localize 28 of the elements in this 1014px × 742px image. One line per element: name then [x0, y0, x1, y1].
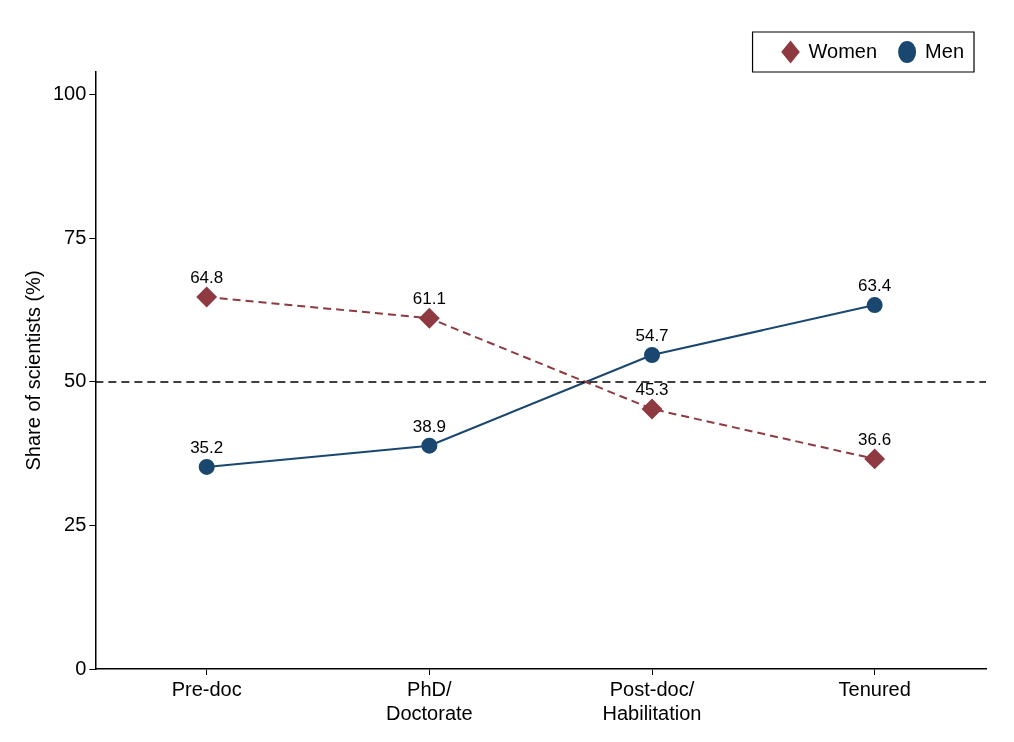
y-axis-title: Share of scientists (%) — [21, 270, 44, 471]
y-tick-label: 50 — [64, 369, 87, 392]
point — [644, 347, 661, 363]
data-label: 36.6 — [858, 430, 892, 450]
data-label: 63.4 — [858, 276, 892, 296]
legend-label: Men — [925, 39, 964, 62]
x-tick-label: Post-doc/ Habilitation — [602, 677, 702, 724]
x-tick-label: Tenured — [838, 677, 911, 700]
legend-label: Women — [808, 39, 878, 62]
point — [866, 297, 883, 314]
y-tick-label: 100 — [52, 82, 87, 105]
data-label: 38.9 — [412, 416, 446, 436]
x-tick-label: PhD/ Doctorate — [386, 677, 473, 724]
y-tick-label: 75 — [64, 225, 87, 248]
point — [864, 448, 885, 469]
data-label: 61.1 — [412, 289, 446, 309]
x-tick-label: Pre-doc — [171, 677, 242, 700]
y-tick-label: 25 — [64, 513, 87, 536]
point — [642, 398, 663, 419]
data-label: 64.8 — [190, 268, 224, 288]
point — [419, 308, 440, 329]
data-label: 45.3 — [635, 380, 669, 400]
data-label: 54.7 — [635, 326, 669, 346]
point — [196, 287, 217, 308]
point — [198, 458, 215, 475]
data-label: 35.2 — [190, 438, 224, 458]
y-tick-label: 0 — [75, 656, 87, 679]
point — [421, 437, 438, 454]
